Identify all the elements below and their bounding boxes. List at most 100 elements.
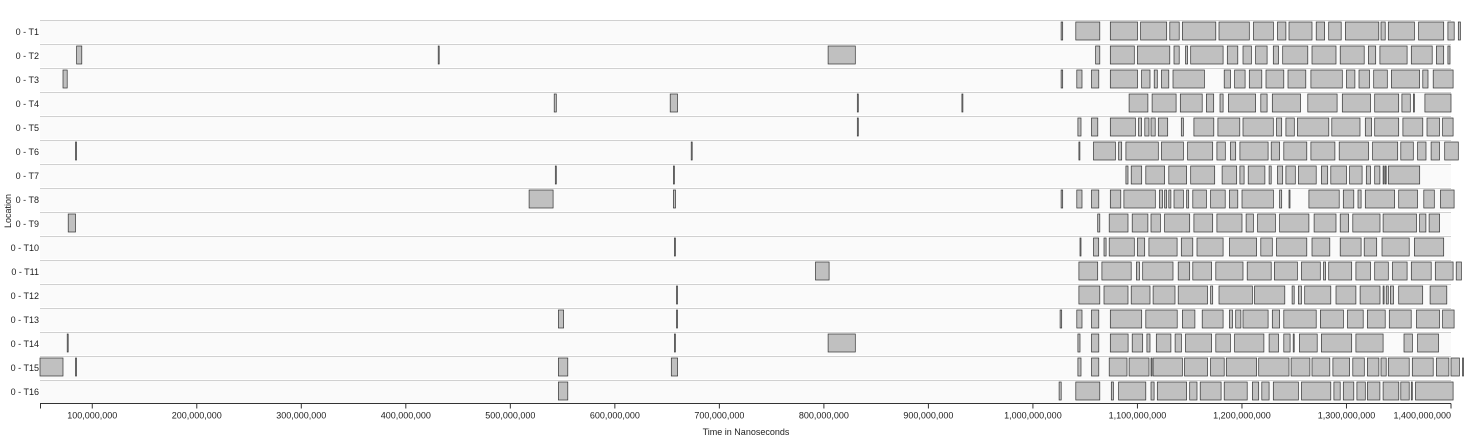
event-bar (1342, 381, 1355, 401)
event-bar (1142, 261, 1174, 281)
event-bar (1279, 213, 1310, 233)
event-bar (1177, 285, 1208, 305)
event-bar (676, 309, 678, 329)
event-bar (1239, 165, 1245, 185)
row-label: 0 - T16 (11, 387, 39, 397)
lane-background (40, 44, 1451, 67)
event-bar (669, 93, 678, 113)
event-bar (1341, 93, 1371, 113)
event-bar (1187, 141, 1214, 161)
event-bar (1387, 165, 1421, 185)
event-bar (1076, 189, 1083, 209)
event-bar (437, 45, 440, 65)
event-bar (1292, 333, 1295, 353)
event-bar (1164, 189, 1168, 209)
event-bar (1229, 237, 1257, 257)
event-bar (62, 69, 68, 89)
event-bar (1457, 21, 1461, 41)
event-bar (1419, 213, 1427, 233)
event-bar (1247, 165, 1266, 185)
event-bar (1358, 69, 1370, 89)
event-bar (1417, 333, 1439, 353)
event-bar (1346, 69, 1356, 89)
event-bar (1356, 381, 1366, 401)
x-tick-label: 1,100,000,000 (1109, 411, 1167, 421)
event-bar (1272, 45, 1279, 65)
event-bar (1257, 213, 1276, 233)
event-bar (1137, 237, 1146, 257)
event-bar (1379, 45, 1408, 65)
event-bar (1338, 141, 1369, 161)
event-bar (39, 357, 64, 377)
event-bar (1382, 381, 1400, 401)
lane-background (40, 260, 1451, 283)
event-bar (1219, 93, 1224, 113)
event-bar (1271, 93, 1301, 113)
event-bar (1242, 45, 1252, 65)
event-bar (1426, 117, 1440, 137)
event-bar (1410, 261, 1432, 281)
x-axis: 100,000,000 200,000,000 300,000,000 400,000… (40, 403, 1452, 421)
event-bar (1210, 285, 1214, 305)
event-bar (1150, 357, 1153, 377)
event-bar (67, 213, 76, 233)
event-bar (1277, 165, 1284, 185)
x-tick-label: 400,000,000 (381, 411, 431, 421)
event-bar (1415, 381, 1454, 401)
event-bar (1152, 285, 1176, 305)
event-bar (1137, 45, 1171, 65)
event-bar (1352, 213, 1381, 233)
event-bar (1260, 237, 1273, 257)
event-bar (1172, 69, 1205, 89)
x-tick-label: 200,000,000 (172, 411, 222, 421)
event-bar (1242, 117, 1274, 137)
event-bar (1285, 117, 1295, 137)
event-bar (1418, 21, 1445, 41)
event-bar (1401, 93, 1411, 113)
event-bar (1372, 141, 1399, 161)
row-label: 0 - T1 (16, 27, 39, 37)
event-bar (1373, 69, 1388, 89)
event-bar (1155, 333, 1172, 353)
event-bar (1230, 141, 1237, 161)
event-bar (1180, 117, 1184, 137)
event-bar (1141, 69, 1151, 89)
event-bar (1242, 309, 1269, 329)
event-bar (1245, 213, 1254, 233)
event-bar (1387, 357, 1410, 377)
event-bar (1304, 285, 1332, 305)
event-bar (1332, 357, 1350, 377)
event-bar (1145, 165, 1165, 185)
event-bar (1339, 45, 1365, 65)
row-label: 0 - T14 (11, 339, 39, 349)
event-bar (1380, 357, 1387, 377)
event-bar (1185, 45, 1188, 65)
event-bar (1283, 309, 1317, 329)
event-bar (1352, 357, 1365, 377)
event-bar (1161, 141, 1184, 161)
event-bar (1226, 45, 1239, 65)
x-tick-label: 600,000,000 (590, 411, 640, 421)
event-bar (1253, 21, 1274, 41)
event-bar (1274, 261, 1298, 281)
event-bar (1060, 21, 1064, 41)
event-bar (1436, 357, 1450, 377)
event-bar (558, 309, 564, 329)
event-bar (1432, 69, 1454, 89)
event-bar (1288, 21, 1313, 41)
event-bar (1078, 141, 1081, 161)
row-label: 0 - T15 (11, 363, 39, 373)
event-bar (1091, 117, 1099, 137)
event-bar (1387, 21, 1415, 41)
row-label: 0 - T9 (16, 219, 39, 229)
event-bar (1277, 21, 1287, 41)
event-bar (1058, 381, 1062, 401)
event-bar (1400, 141, 1414, 161)
event-bar (1268, 165, 1272, 185)
event-bar (1150, 213, 1161, 233)
event-bar (1402, 117, 1424, 137)
event-bar (1382, 213, 1417, 233)
event-bar (1093, 141, 1116, 161)
event-bar (1077, 333, 1081, 353)
